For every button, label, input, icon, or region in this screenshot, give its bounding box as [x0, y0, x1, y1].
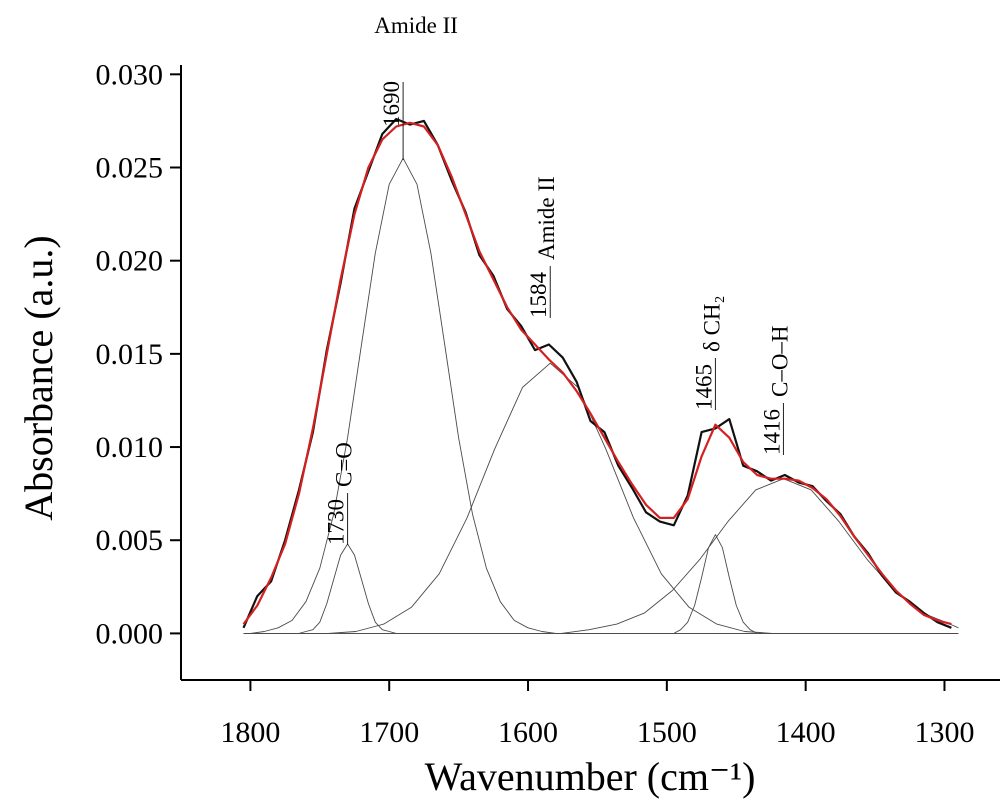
- x-tick-label: 1400: [776, 716, 836, 749]
- annotation-label: C–O–H: [767, 325, 792, 397]
- y-tick-label: 0.010: [96, 431, 164, 464]
- y-tick-label: 0.030: [96, 58, 164, 91]
- annotation-label: δ CH₂: [699, 295, 724, 352]
- x-axis-title: Wavenumber (cm⁻¹): [425, 754, 756, 799]
- spectrum-line: [243, 534, 959, 634]
- y-tick-label: 0.000: [96, 617, 164, 650]
- x-tick-label: 1500: [637, 716, 697, 749]
- annotation-number: 1690: [379, 81, 404, 127]
- x-tick-label: 1800: [220, 716, 280, 749]
- annotation-number: 1730: [324, 499, 349, 545]
- x-tick-label: 1700: [359, 716, 419, 749]
- spectrum-line: [242, 121, 952, 626]
- spectrum-line: [242, 117, 952, 629]
- spectrum-line: [243, 478, 959, 634]
- y-axis-title: Absorbance (a.u.): [16, 235, 61, 520]
- annotation-label: C=O: [332, 442, 357, 487]
- x-tick-label: 1300: [914, 716, 974, 749]
- spectrum-line: [243, 543, 959, 634]
- annotation-number: 1465: [691, 364, 716, 410]
- annotation-label: Amide II: [534, 176, 559, 260]
- y-tick-label: 0.015: [96, 338, 164, 371]
- spectrum-line: [243, 362, 959, 634]
- y-tick-label: 0.025: [96, 152, 164, 185]
- annotation-label: Amide II: [374, 13, 458, 38]
- y-tick-label: 0.020: [96, 245, 164, 278]
- annotation-number: 1416: [759, 409, 784, 455]
- annotation-number: 1584: [526, 272, 551, 319]
- y-tick-label: 0.005: [96, 524, 164, 557]
- x-tick-label: 1600: [498, 716, 558, 749]
